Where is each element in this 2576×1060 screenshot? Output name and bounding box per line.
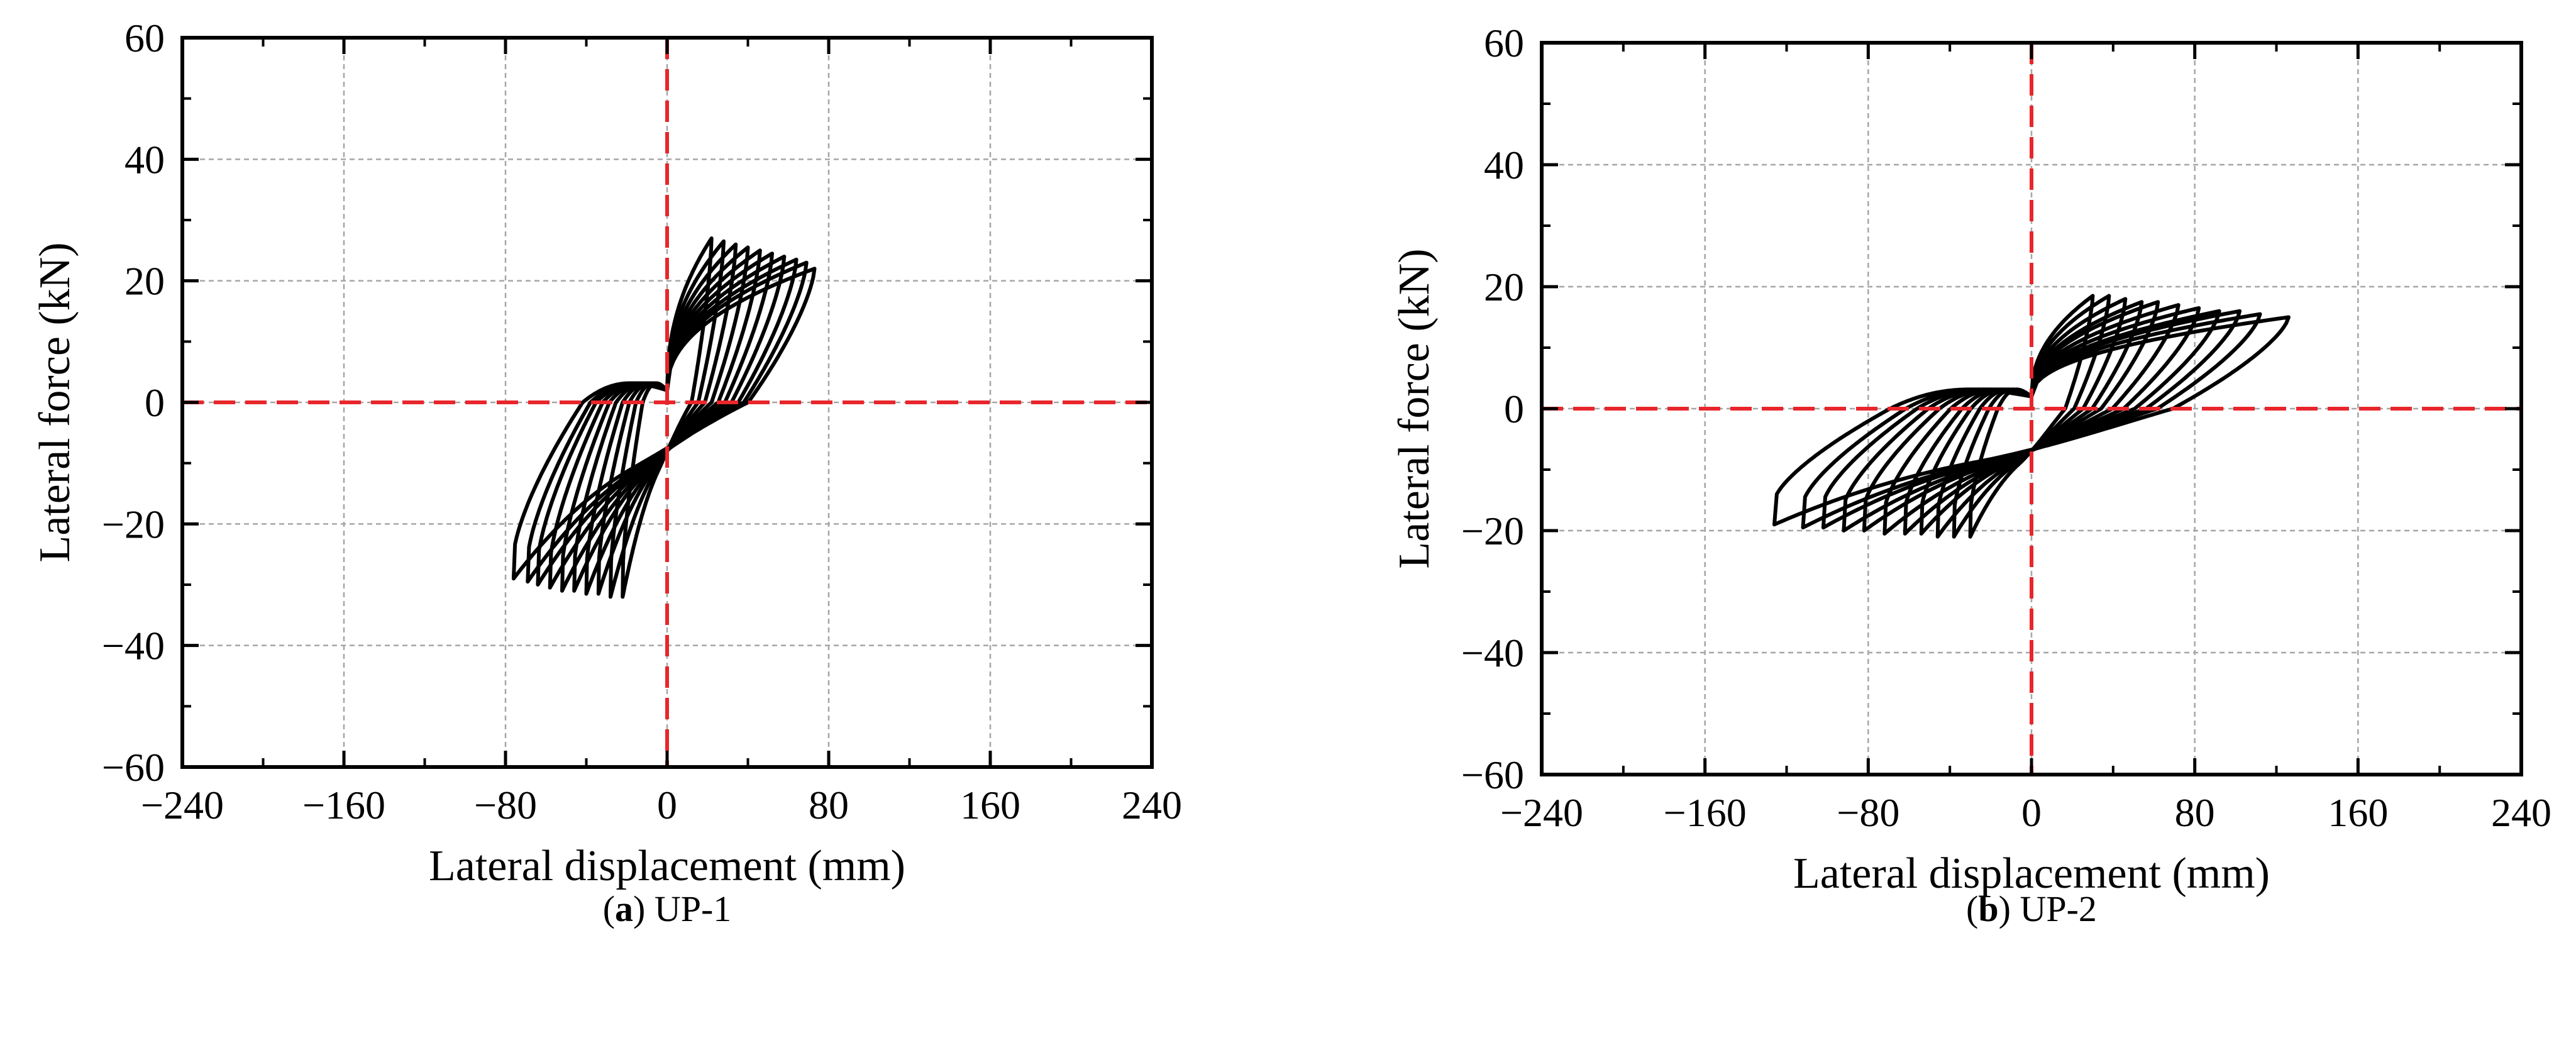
hysteresis-loop xyxy=(511,267,817,581)
y-tick-label: 40 xyxy=(1484,143,1524,187)
panel-caption: (a) UP-1 xyxy=(603,888,732,929)
y-axis-title: Lateral force (kN) xyxy=(1390,248,1439,568)
y-tick-label: 60 xyxy=(1484,21,1524,65)
x-axis-title: Lateral displacement (mm) xyxy=(429,842,905,890)
y-tick-label: −60 xyxy=(1461,753,1524,797)
y-tick-label: 20 xyxy=(124,259,165,304)
x-tick-label: 0 xyxy=(657,783,677,827)
caption-specimen: UP-1 xyxy=(655,888,731,929)
y-tick-label: 0 xyxy=(145,380,165,425)
caption-letter: a xyxy=(615,888,633,929)
caption-specimen: UP-2 xyxy=(2020,888,2096,929)
x-tick-label: −240 xyxy=(1500,790,1583,835)
y-tick-label: 0 xyxy=(1504,387,1524,431)
y-tick-label: −20 xyxy=(1461,509,1524,553)
x-axis-title: Lateral displacement (mm) xyxy=(1793,849,2270,898)
y-tick-label: −40 xyxy=(1461,631,1524,675)
caption-open-paren: ( xyxy=(603,888,615,929)
y-tick-label: −40 xyxy=(102,624,165,668)
x-tick-label: −80 xyxy=(1837,790,1899,835)
x-tick-label: −160 xyxy=(1664,790,1747,835)
panel-a: −240 −160 −80 0 80 160 240 −60 −40 −20 0 20 40 60 Late… xyxy=(31,16,1182,929)
caption-close-paren: ) xyxy=(1999,888,2020,929)
caption-letter: b xyxy=(1978,888,1998,929)
x-tick-label: 160 xyxy=(960,783,1020,827)
y-tick-label: −20 xyxy=(102,502,165,546)
x-tick-label: 240 xyxy=(2491,790,2551,835)
y-tick-label: 40 xyxy=(124,137,165,182)
x-tick-label: −80 xyxy=(474,783,537,827)
y-tick-label: 20 xyxy=(1484,265,1524,309)
panel-b: −240 −160 −80 0 80 160 240 −60 −40 −20 0 20 40 60 Late… xyxy=(1390,21,2551,929)
y-axis-title: Lateral force (kN) xyxy=(31,242,79,562)
x-tick-label: −240 xyxy=(141,783,224,827)
caption-close-paren: ) xyxy=(633,888,655,929)
hysteresis-loop xyxy=(1772,315,2291,527)
x-tick-label: 80 xyxy=(2175,790,2215,835)
x-tick-label: 160 xyxy=(2328,790,2388,835)
x-tick-label: 240 xyxy=(1122,783,1182,827)
x-tick-label: −160 xyxy=(302,783,385,827)
x-tick-label: 0 xyxy=(2021,790,2042,835)
y-tick-label: −60 xyxy=(102,745,165,790)
caption-open-paren: ( xyxy=(1966,888,1978,929)
panel-caption: (b) UP-2 xyxy=(1966,888,2097,929)
x-tick-label: 80 xyxy=(809,783,849,827)
y-tick-label: 60 xyxy=(124,16,165,60)
